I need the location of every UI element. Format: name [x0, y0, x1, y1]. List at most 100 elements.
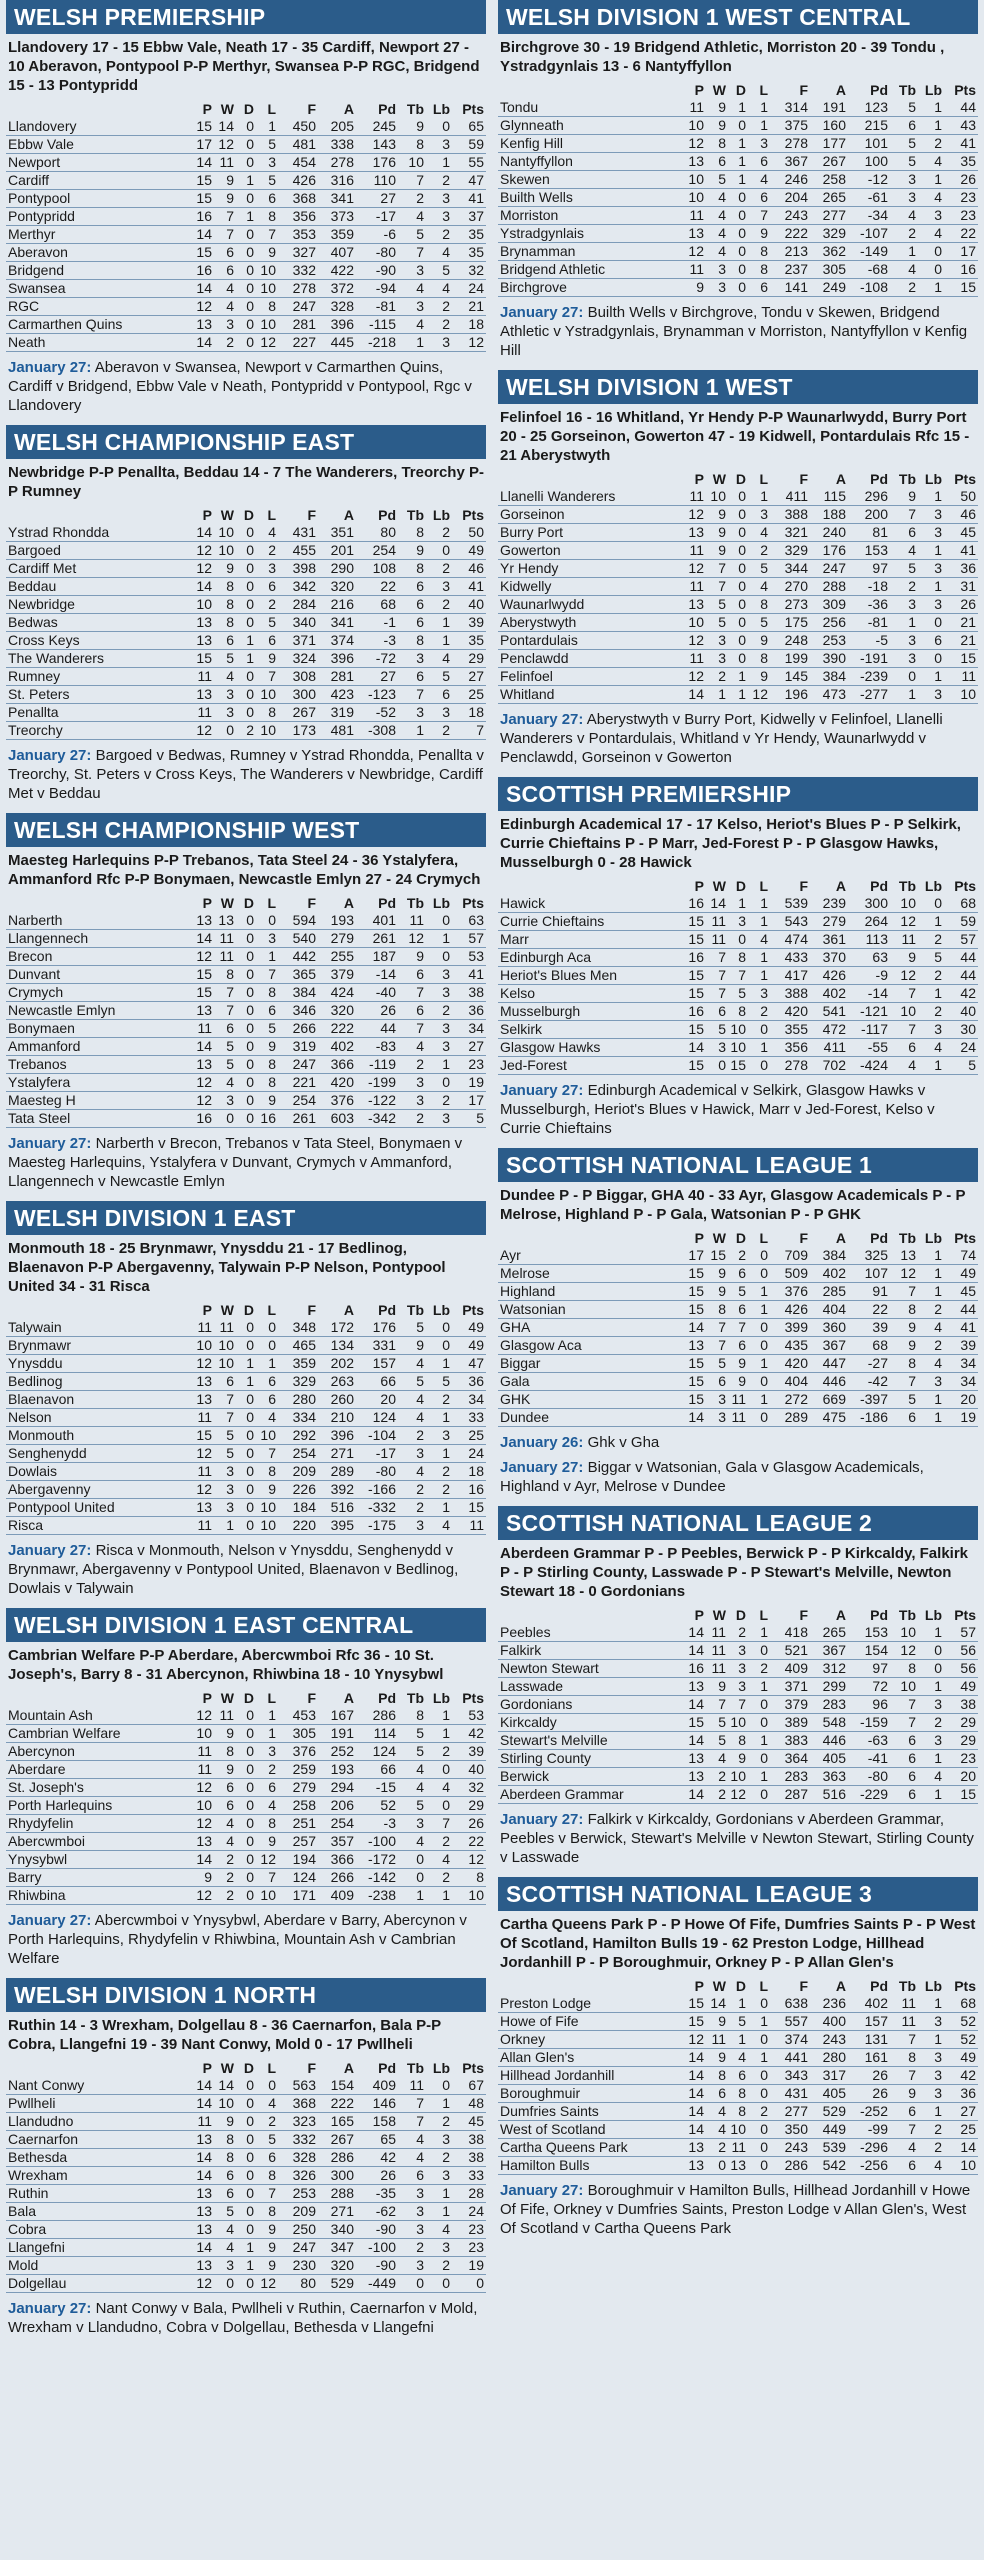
table-row: Brecon 12 11 0 1 442 255 187 9 0 53	[6, 947, 486, 966]
table-row: Yr Hendy 12 7 0 5 344 247 97 5 3 36	[498, 559, 978, 578]
stat-cell: 2	[426, 315, 452, 334]
stat-cell: 65	[452, 118, 486, 136]
stat-cell: 0	[236, 703, 256, 722]
stat-cell: 3	[728, 1641, 748, 1660]
stat-cell: 366	[318, 1850, 356, 1869]
stat-cell: 0	[748, 2156, 770, 2175]
stat-cell: 23	[944, 1749, 978, 1768]
stat-cell: 255	[318, 947, 356, 966]
column-header: F	[307, 895, 316, 911]
stat-cell: 15	[680, 2012, 706, 2031]
table-row: Caernarfon 13 8 0 5 332 267 65 4 3 38	[6, 2130, 486, 2149]
stat-cell: 11	[706, 912, 728, 931]
stat-cell: 6	[398, 1001, 426, 1020]
stat-cell: 26	[944, 595, 978, 614]
stat-cell: 271	[318, 2202, 356, 2221]
table-row: Gowerton 11 9 0 2 329 176 153 4 1 41	[498, 541, 978, 560]
team-name: Newcastle Emlyn	[6, 1001, 188, 1020]
stat-cell: 7	[728, 966, 748, 985]
stat-cell: 20	[356, 1390, 398, 1409]
stat-cell: 4	[398, 1390, 426, 1409]
stat-cell: -90	[356, 261, 398, 280]
stat-cell: 13	[680, 224, 706, 243]
stat-cell: 157	[848, 2012, 890, 2031]
column-header: P	[202, 1690, 212, 1706]
stat-cell: 0	[426, 118, 452, 136]
column-header: Pts	[954, 471, 976, 487]
table-head: P W D L F A Pd Tb Lb Pts	[498, 471, 978, 488]
stat-cell: 1	[918, 1247, 944, 1265]
stat-cell: 359	[278, 1354, 318, 1373]
stat-cell: 1	[748, 895, 770, 913]
stat-cell: 2	[398, 1480, 426, 1499]
stat-cell: 0	[256, 1336, 278, 1355]
team-name: Talywain	[6, 1319, 188, 1337]
stat-cell: 0	[236, 1055, 256, 1074]
stat-cell: 7	[890, 1713, 918, 1732]
stat-cell: 14	[680, 1785, 706, 1804]
team-name: Ammanford	[6, 1037, 188, 1056]
stat-cell: 1	[748, 1624, 770, 1642]
stat-cell: 204	[770, 188, 810, 207]
column-header: L	[267, 1690, 276, 1706]
team-name: Ynysybwl	[6, 1850, 188, 1869]
stat-cell: 12	[890, 966, 918, 985]
stat-cell: 6	[728, 1264, 748, 1283]
stat-cell: 23	[452, 1055, 486, 1074]
stat-cell: 399	[770, 1318, 810, 1337]
team-name: Ystradgynlais	[498, 224, 680, 243]
stat-cell: 24	[452, 2202, 486, 2221]
stat-cell: -94	[356, 279, 398, 298]
stat-cell: 4	[918, 1038, 944, 1057]
stat-cell: 11	[188, 667, 214, 686]
stat-cell: 594	[278, 912, 318, 930]
stat-cell: 247	[278, 1055, 318, 1074]
stat-cell: 7	[398, 2112, 426, 2131]
stat-cell: 32	[452, 261, 486, 280]
league-title: WELSH DIVISION 1 NORTH	[6, 1978, 486, 2012]
stat-cell: 187	[356, 947, 398, 966]
stat-cell: 422	[318, 261, 356, 280]
stat-cell: -27	[848, 1354, 890, 1373]
stat-cell: 0	[236, 1832, 256, 1851]
stat-cell: 1	[748, 1731, 770, 1750]
stat-cell: 11	[706, 1659, 728, 1678]
column-header: D	[243, 1690, 254, 1706]
stat-cell: 367	[770, 152, 810, 171]
stat-cell: 7	[890, 1372, 918, 1391]
team-name: Edinburgh Aca	[498, 948, 680, 967]
stat-cell: 17	[452, 1091, 486, 1110]
stat-cell: 0	[728, 541, 748, 560]
table-body: Llandovery 15 14 0 1 450 205 245 9 0 65 Ebbw Vale 17…	[6, 118, 486, 352]
table-row: Musselburgh 16 6 8 2 420 541 -121 10 2 40	[498, 1002, 978, 1021]
stat-cell: 27	[356, 189, 398, 208]
team-name: Carmarthen Quins	[6, 315, 188, 334]
stat-cell: 449	[810, 2120, 848, 2139]
stat-cell: 254	[356, 541, 398, 560]
stat-cell: 12	[188, 1707, 214, 1725]
stat-cell: 3	[398, 2184, 426, 2203]
stat-cell: 15	[944, 278, 978, 297]
table-row: Allan Glen's 14 9 4 1 441 280 161 8 3 49	[498, 2048, 978, 2067]
stat-cell: -42	[848, 1372, 890, 1391]
table-row: Kirkcaldy 15 5 10 0 389 548 -159 7 2 29	[498, 1713, 978, 1732]
stat-cell: 27	[452, 1037, 486, 1056]
stat-cell: 12	[890, 912, 918, 931]
stat-cell: 384	[278, 983, 318, 1002]
stat-cell: 14	[188, 2166, 214, 2185]
stat-cell: 396	[318, 649, 356, 668]
stat-cell: 2	[426, 297, 452, 316]
table-row: Senghenydd 12 5 0 7 254 271 -17 3 1 24	[6, 1444, 486, 1463]
stat-cell: 0	[236, 929, 256, 948]
table-row: Pwllheli 14 10 0 4 368 222 146 7 1 48	[6, 2094, 486, 2113]
table-row: Brynmawr 10 10 0 0 465 134 331 9 0 49	[6, 1336, 486, 1355]
stat-cell: 0	[214, 1109, 236, 1128]
stat-cell: 388	[770, 505, 810, 524]
stat-cell: 4	[398, 1832, 426, 1851]
column-header: P	[694, 1607, 704, 1623]
fixtures: January 27: Falkirk v Kirkcaldy, Gordoni…	[500, 1810, 976, 1867]
team-name: Ebbw Vale	[6, 135, 188, 154]
stat-cell: 9	[706, 2012, 728, 2031]
column-header: D	[243, 101, 254, 117]
stat-cell: 53	[452, 1707, 486, 1725]
